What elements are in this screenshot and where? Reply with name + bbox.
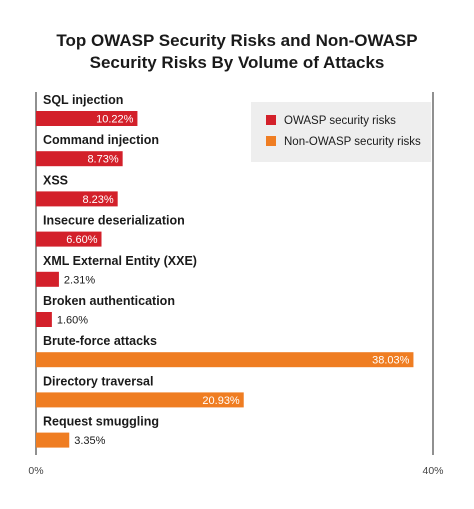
bar (36, 111, 138, 126)
category-label: XSS (43, 173, 68, 187)
value-label: 2.31% (64, 274, 95, 286)
bar (36, 312, 52, 327)
legend-swatch (266, 115, 276, 125)
category-label: XML External Entity (XXE) (43, 254, 197, 268)
category-label: Insecure deserialization (43, 214, 185, 228)
value-label: 6.60% (66, 234, 97, 246)
bar (36, 231, 102, 247)
x-tick-label: 0% (28, 465, 43, 477)
value-label: 8.23% (82, 194, 113, 206)
value-label: 38.03% (372, 355, 410, 367)
value-label: 20.93% (202, 395, 240, 407)
bar (36, 271, 59, 287)
legend-box (251, 102, 431, 162)
chart-title-line-2: Security Risks By Volume of Attacks (89, 53, 385, 72)
x-tick-label: 40% (422, 465, 443, 477)
bar (36, 151, 123, 167)
category-label: Directory traversal (43, 374, 153, 388)
chart-title: Top OWASP Security Risks and Non-OWASP S… (0, 30, 474, 74)
bar (36, 352, 414, 368)
value-label: 8.73% (87, 154, 118, 166)
category-label: Request smuggling (43, 415, 159, 429)
legend-label: Non-OWASP security risks (284, 136, 421, 148)
chart-title-line-1: Top OWASP Security Risks and Non-OWASP (56, 31, 418, 50)
legend-label: OWASP security risks (284, 115, 396, 127)
value-label: 3.35% (74, 435, 105, 447)
category-label: Brute-force attacks (43, 334, 157, 348)
category-label: Command injection (43, 133, 159, 147)
category-label: SQL injection (43, 93, 123, 107)
bar (36, 191, 118, 207)
bar (36, 392, 244, 408)
value-label: 1.60% (57, 315, 88, 327)
value-label: 10.22% (96, 114, 134, 126)
category-label: Broken authentication (43, 294, 175, 308)
legend-swatch (266, 136, 276, 146)
bar (36, 432, 70, 448)
